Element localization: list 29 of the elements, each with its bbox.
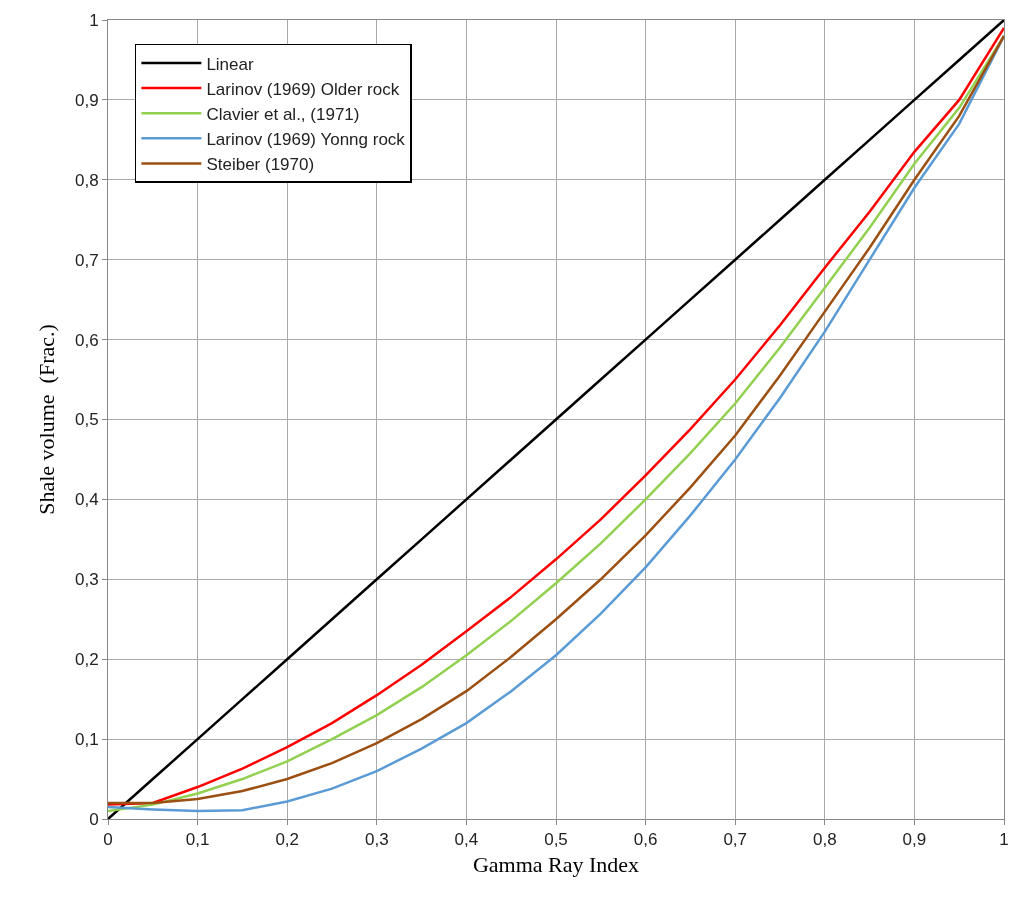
x-tick-label: 0,9 — [902, 830, 927, 850]
legend-label: Larinov (1969) Older rock — [206, 79, 400, 99]
legend-label: Clavier et al., (1971) — [206, 104, 360, 124]
x-tick-label: 1 — [999, 830, 1009, 850]
legend-label: Larinov (1969) Yonng rock — [206, 129, 406, 149]
y-tick-label: 0,4 — [74, 490, 99, 510]
x-tick-label: 0,1 — [185, 830, 210, 850]
y-tick-label: 0 — [89, 809, 99, 829]
y-tick-label: 0,2 — [74, 650, 99, 670]
x-tick-label: 0,6 — [633, 830, 658, 850]
y-tick-label: 0,7 — [74, 250, 99, 270]
y-tick-label: 0,8 — [74, 170, 99, 190]
y-tick-label: 1 — [89, 10, 99, 30]
x-tick-label: 0,3 — [364, 830, 389, 850]
x-axis-title: Gamma Ray Index — [472, 852, 640, 878]
y-tick-label: 0,6 — [74, 330, 99, 350]
x-tick-label: 0,2 — [275, 830, 300, 850]
x-tick-label: 0,4 — [454, 830, 479, 850]
y-tick-label: 0,3 — [74, 570, 99, 590]
x-tick-label: 0 — [103, 830, 113, 850]
y-tick-label: 0,1 — [74, 730, 99, 750]
x-tick-label: 0,5 — [544, 830, 568, 850]
y-axis-title: Shale volume (Frac.) — [33, 324, 59, 515]
legend-label: Linear — [206, 54, 254, 74]
y-tick-label: 0,9 — [74, 90, 99, 110]
x-tick-label: 0,7 — [723, 830, 748, 850]
legend-label: Steiber (1970) — [206, 155, 315, 175]
x-tick-label: 0,8 — [812, 830, 837, 850]
y-tick-label: 0,5 — [74, 410, 99, 430]
